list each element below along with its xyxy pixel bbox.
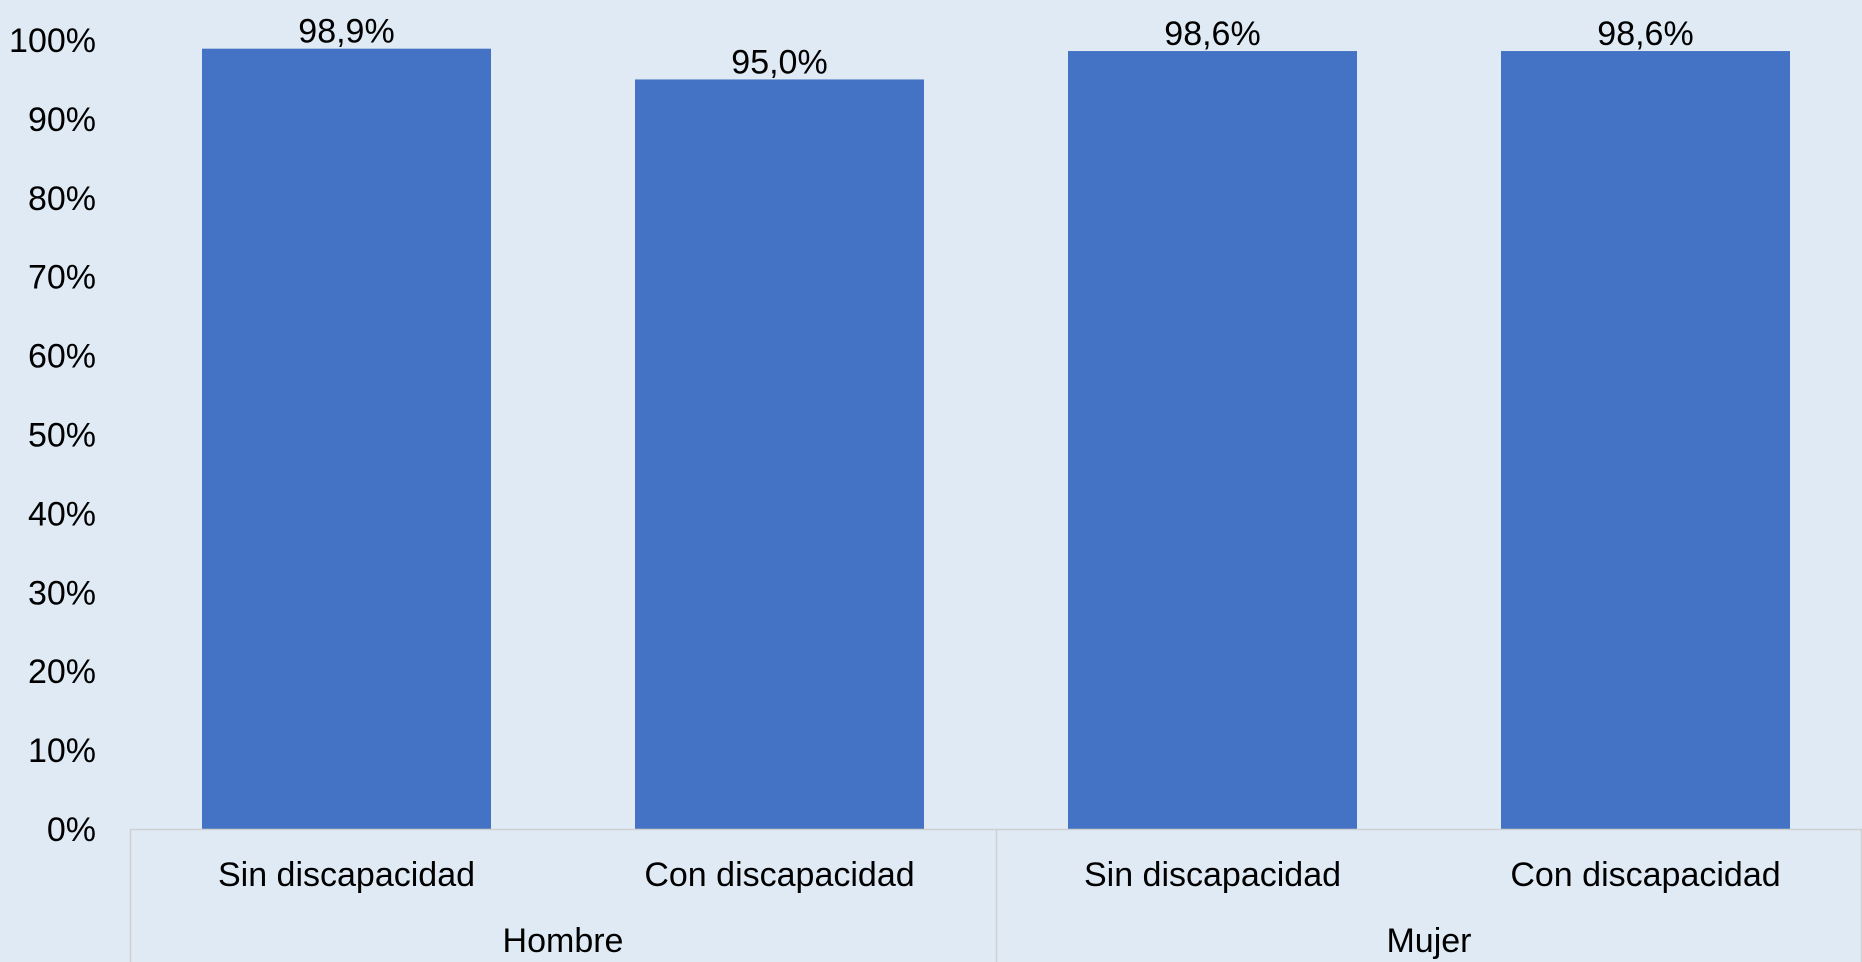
y-tick-label: 90% bbox=[28, 101, 96, 139]
bar bbox=[1068, 51, 1357, 829]
y-axis: 0% 10% 20% 30% 40% 50% 60% 70% 80% 90% 100% bbox=[9, 22, 96, 849]
y-tick-label: 50% bbox=[28, 417, 96, 455]
y-tick-label: 10% bbox=[28, 732, 96, 770]
x-group-label: Mujer bbox=[1386, 922, 1471, 960]
y-tick-label: 30% bbox=[28, 574, 96, 612]
y-tick-label: 40% bbox=[28, 495, 96, 533]
y-tick-label: 20% bbox=[28, 653, 96, 691]
x-category-label: Con discapacidad bbox=[1510, 856, 1780, 894]
y-tick-label: 80% bbox=[28, 180, 96, 218]
x-category-label: Con discapacidad bbox=[644, 856, 914, 894]
x-category-label: Sin discapacidad bbox=[1084, 856, 1341, 894]
y-tick-label: 100% bbox=[9, 22, 96, 60]
y-tick-label: 0% bbox=[47, 811, 96, 849]
x-category-label: Sin discapacidad bbox=[218, 856, 475, 894]
data-labels: 98,9% 95,0% 98,6% 98,6% bbox=[298, 13, 1693, 82]
y-tick-label: 70% bbox=[28, 259, 96, 297]
bar bbox=[635, 79, 924, 829]
x-group-label: Hombre bbox=[503, 922, 624, 960]
y-tick-label: 60% bbox=[28, 338, 96, 376]
bar-value-label: 98,6% bbox=[1597, 15, 1693, 53]
bar-value-label: 98,9% bbox=[298, 13, 394, 51]
bar-value-label: 98,6% bbox=[1164, 15, 1260, 53]
bar bbox=[202, 48, 491, 829]
bars bbox=[202, 48, 1790, 829]
x-axis: Sin discapacidad Con discapacidad Sin disc… bbox=[129, 828, 1862, 962]
bar-value-label: 95,0% bbox=[731, 43, 827, 81]
bar bbox=[1501, 51, 1790, 829]
